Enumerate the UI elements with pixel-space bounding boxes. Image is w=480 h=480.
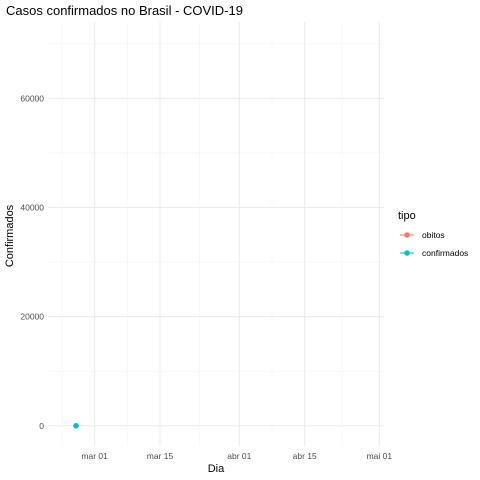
data-point-confirmados [73, 423, 79, 429]
legend-label-obitos: obitos [422, 230, 445, 240]
legend: tipo obitos confirmados [398, 210, 468, 258]
y-tick-label: 0 [39, 421, 44, 431]
grid [48, 22, 384, 446]
x-tick-label: mai 01 [367, 451, 393, 461]
x-tick-label: mar 01 [81, 451, 108, 461]
x-tick-labels: mar 01 mar 15 abr 01 abr 15 mai 01 [81, 451, 392, 461]
legend-items: obitos confirmados [400, 230, 468, 258]
legend-title: tipo [398, 210, 416, 222]
legend-key-point-obitos [404, 232, 410, 238]
x-tick-label: abr 15 [293, 451, 317, 461]
y-axis-title: Confirmados [4, 204, 16, 267]
x-tick-label: abr 01 [227, 451, 251, 461]
y-tick-label: 60000 [20, 93, 44, 103]
y-tick-label: 20000 [20, 312, 44, 322]
chart-title: Casos confirmados no Brasil - COVID-19 [6, 3, 243, 18]
y-tick-labels: 0 20000 40000 60000 [20, 93, 44, 430]
legend-label-confirmados: confirmados [422, 248, 468, 258]
legend-key-point-confirmados [404, 250, 410, 256]
series-layer [73, 423, 79, 429]
y-tick-label: 40000 [20, 203, 44, 213]
x-axis-title: Dia [208, 463, 225, 475]
x-tick-label: mar 15 [147, 451, 174, 461]
